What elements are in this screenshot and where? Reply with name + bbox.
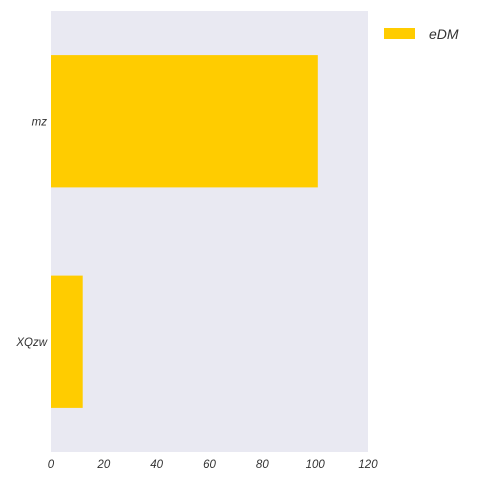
x-tick-label-120: 120 [358,459,378,471]
bar-xqzw-edm [51,275,83,408]
x-tick-label-20: 20 [96,459,110,471]
x-axis-tick-labels: 0 20 40 60 80 100 120 [48,459,378,471]
x-tick-label-100: 100 [306,459,326,471]
x-tick-label-80: 80 [256,459,269,471]
x-tick-label-40: 40 [150,459,163,471]
legend-label-edm: eDM [429,26,459,42]
y-tick-label-xqzw: XQzw [15,337,47,349]
y-tick-label-mz: mz [32,116,48,128]
y-axis-tick-labels: mz XQzw [15,116,47,349]
x-tick-label-60: 60 [203,459,216,471]
bar-mz-edm [51,55,318,188]
legend: eDM [384,26,459,42]
legend-swatch-edm [384,28,415,39]
x-tick-label-0: 0 [48,459,55,471]
bars-group [51,55,318,408]
